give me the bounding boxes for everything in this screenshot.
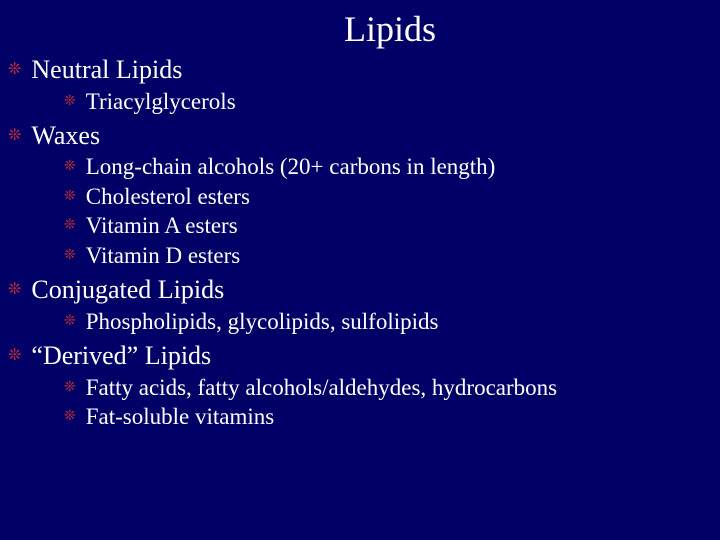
item-text: Phospholipids, glycolipids, sulfolipids bbox=[86, 307, 439, 336]
bullet-icon: ❊ bbox=[8, 346, 21, 366]
section-heading: ❊ Neutral Lipids bbox=[8, 54, 720, 87]
section-heading: ❊ “Derived” Lipids bbox=[8, 340, 720, 373]
item-text: Vitamin D esters bbox=[86, 241, 240, 270]
section-heading: ❊ Conjugated Lipids bbox=[8, 274, 720, 307]
section-heading: ❊ Waxes bbox=[8, 120, 720, 153]
heading-text: Neutral Lipids bbox=[31, 54, 182, 87]
list-item: ❊ Long-chain alcohols (20+ carbons in le… bbox=[64, 152, 720, 181]
list-item: ❊ Triacylglycerols bbox=[64, 87, 720, 116]
bullet-icon: ❊ bbox=[64, 247, 76, 265]
list-item: ❊ Cholesterol esters bbox=[64, 182, 720, 211]
item-text: Vitamin A esters bbox=[86, 211, 238, 240]
item-text: Fatty acids, fatty alcohols/aldehydes, h… bbox=[86, 373, 557, 402]
bullet-icon: ❊ bbox=[64, 379, 76, 397]
bullet-icon: ❊ bbox=[64, 158, 76, 176]
list-item: ❊ Fat-soluble vitamins bbox=[64, 402, 720, 431]
item-text: Fat-soluble vitamins bbox=[86, 402, 274, 431]
slide: Lipids ❊ Neutral Lipids ❊ Triacylglycero… bbox=[0, 0, 720, 540]
item-text: Long-chain alcohols (20+ carbons in leng… bbox=[86, 152, 496, 181]
bullet-icon: ❊ bbox=[64, 408, 76, 426]
bullet-icon: ❊ bbox=[64, 93, 76, 111]
bullet-icon: ❊ bbox=[8, 126, 21, 146]
bullet-icon: ❊ bbox=[8, 60, 21, 80]
item-text: Triacylglycerols bbox=[86, 87, 236, 116]
list-item: ❊ Vitamin D esters bbox=[64, 241, 720, 270]
slide-title: Lipids bbox=[0, 8, 720, 50]
list-item: ❊ Vitamin A esters bbox=[64, 211, 720, 240]
bullet-icon: ❊ bbox=[64, 217, 76, 235]
item-text: Cholesterol esters bbox=[86, 182, 250, 211]
heading-text: Conjugated Lipids bbox=[31, 274, 224, 307]
heading-text: Waxes bbox=[31, 120, 100, 153]
bullet-icon: ❊ bbox=[64, 188, 76, 206]
bullet-icon: ❊ bbox=[8, 280, 21, 300]
list-item: ❊ Fatty acids, fatty alcohols/aldehydes,… bbox=[64, 373, 720, 402]
heading-text: “Derived” Lipids bbox=[31, 340, 211, 373]
list-item: ❊ Phospholipids, glycolipids, sulfolipid… bbox=[64, 307, 720, 336]
slide-content: ❊ Neutral Lipids ❊ Triacylglycerols ❊ Wa… bbox=[0, 54, 720, 432]
bullet-icon: ❊ bbox=[64, 313, 76, 331]
